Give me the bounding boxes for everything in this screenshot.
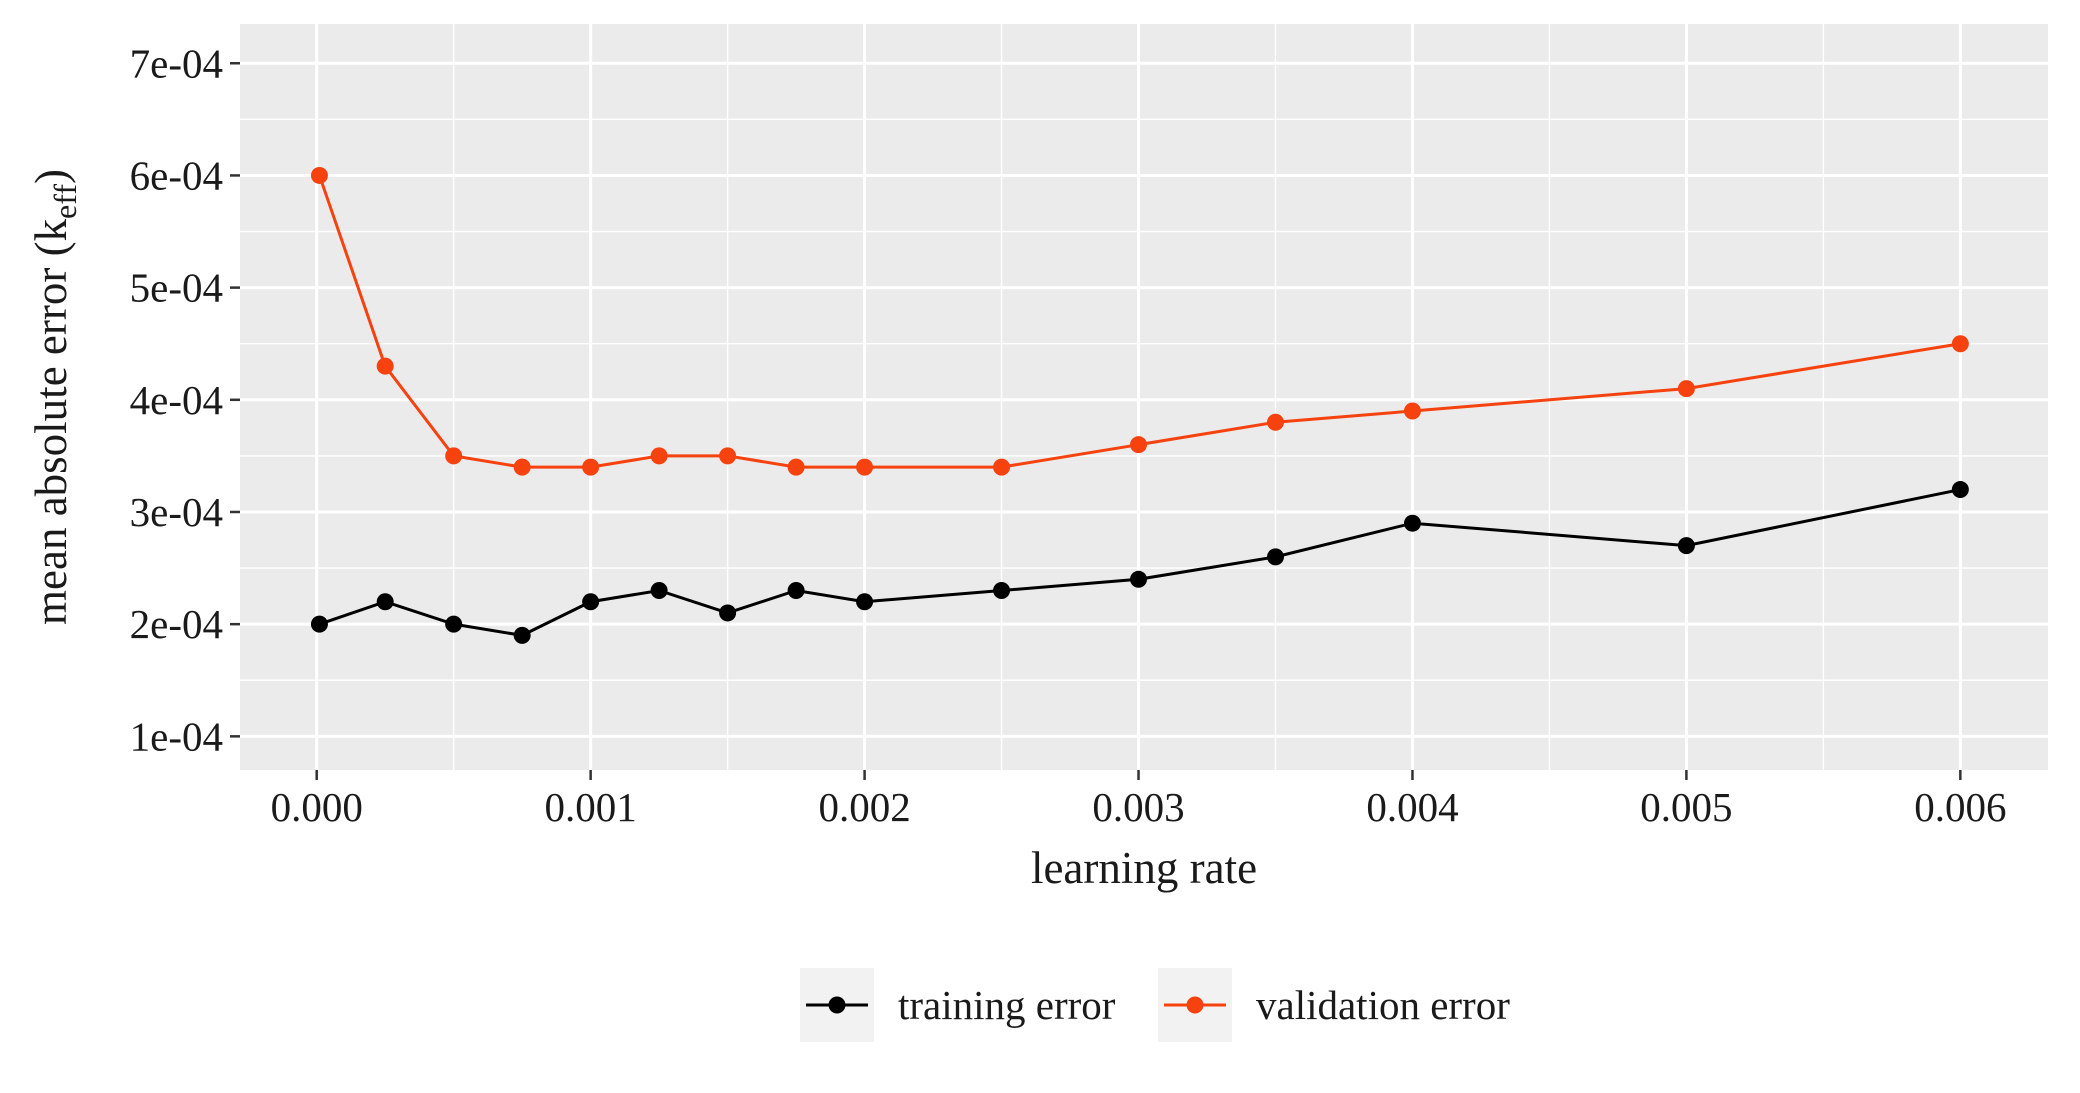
minor-gridlines xyxy=(240,24,2048,770)
series-1-point xyxy=(719,604,737,622)
x-axis: 0.000 0.001 0.002 0.003 0.004 0.005 0.006 xyxy=(271,770,2006,830)
y-axis-title-subscript: eff xyxy=(47,184,83,219)
legend-key-point-2 xyxy=(1186,996,1204,1014)
plot-panel xyxy=(240,24,2048,770)
y-tick-label: 6e-04 xyxy=(130,152,223,198)
series-1-point xyxy=(513,626,531,644)
series-1-point xyxy=(310,615,328,633)
x-axis-title: learning rate xyxy=(1031,843,1257,893)
series-2-point xyxy=(582,458,600,476)
x-tick-label: 0.004 xyxy=(1366,784,1458,830)
series-1-point xyxy=(1951,481,1969,499)
series-1-point xyxy=(1677,537,1695,555)
y-axis-title-main: mean absolute error (k xyxy=(26,218,76,625)
series-2-point xyxy=(719,447,737,465)
series-2-point xyxy=(993,458,1011,476)
x-tick-label: 0.006 xyxy=(1914,784,2006,830)
legend-key-point-1 xyxy=(828,996,846,1014)
x-tick-label: 0.005 xyxy=(1640,784,1732,830)
series-2-point xyxy=(1677,380,1695,398)
y-tick-label: 3e-04 xyxy=(130,489,223,535)
series-2-point xyxy=(310,166,328,184)
x-tick-label: 0.003 xyxy=(1092,784,1184,830)
series-2-point xyxy=(650,447,668,465)
y-tick-label: 1e-04 xyxy=(130,713,223,759)
series-1-point xyxy=(1266,548,1284,566)
y-tick-label: 4e-04 xyxy=(130,377,223,423)
y-axis-title-close: ) xyxy=(26,169,76,184)
series-1-point xyxy=(445,615,463,633)
x-tick-label: 0.001 xyxy=(545,784,637,830)
series-1-point xyxy=(376,593,394,611)
series-1-point xyxy=(993,582,1011,600)
series-2-point xyxy=(513,458,531,476)
y-tick-label: 5e-04 xyxy=(130,265,223,311)
series-2-point xyxy=(787,458,805,476)
x-tick-label: 0.002 xyxy=(818,784,910,830)
series-2-point xyxy=(445,447,463,465)
series-1-point xyxy=(787,582,805,600)
series-1-point xyxy=(582,593,600,611)
series-2-point xyxy=(1130,436,1148,454)
legend-label-2: validation error xyxy=(1256,982,1510,1028)
x-tick-label: 0.000 xyxy=(271,784,363,830)
y-tick-label: 7e-04 xyxy=(130,40,223,86)
series-1-point xyxy=(1403,514,1421,532)
series-2-point xyxy=(1266,413,1284,431)
series-layer xyxy=(310,166,1969,644)
legend: training error validation error xyxy=(800,968,1510,1042)
y-tick-label: 2e-04 xyxy=(130,601,223,647)
y-axis: 1e-04 2e-04 3e-04 4e-04 5e-04 6e-04 7e-04 xyxy=(130,40,240,759)
y-axis-title: mean absolute error (keff) xyxy=(26,169,83,625)
legend-label-1: training error xyxy=(898,982,1116,1028)
series-2-point xyxy=(856,458,874,476)
series-1-point xyxy=(1130,570,1148,588)
series-1-point xyxy=(650,582,668,600)
series-2-point xyxy=(376,357,394,375)
series-2-point xyxy=(1951,335,1969,353)
series-2-point xyxy=(1403,402,1421,420)
series-1-point xyxy=(856,593,874,611)
